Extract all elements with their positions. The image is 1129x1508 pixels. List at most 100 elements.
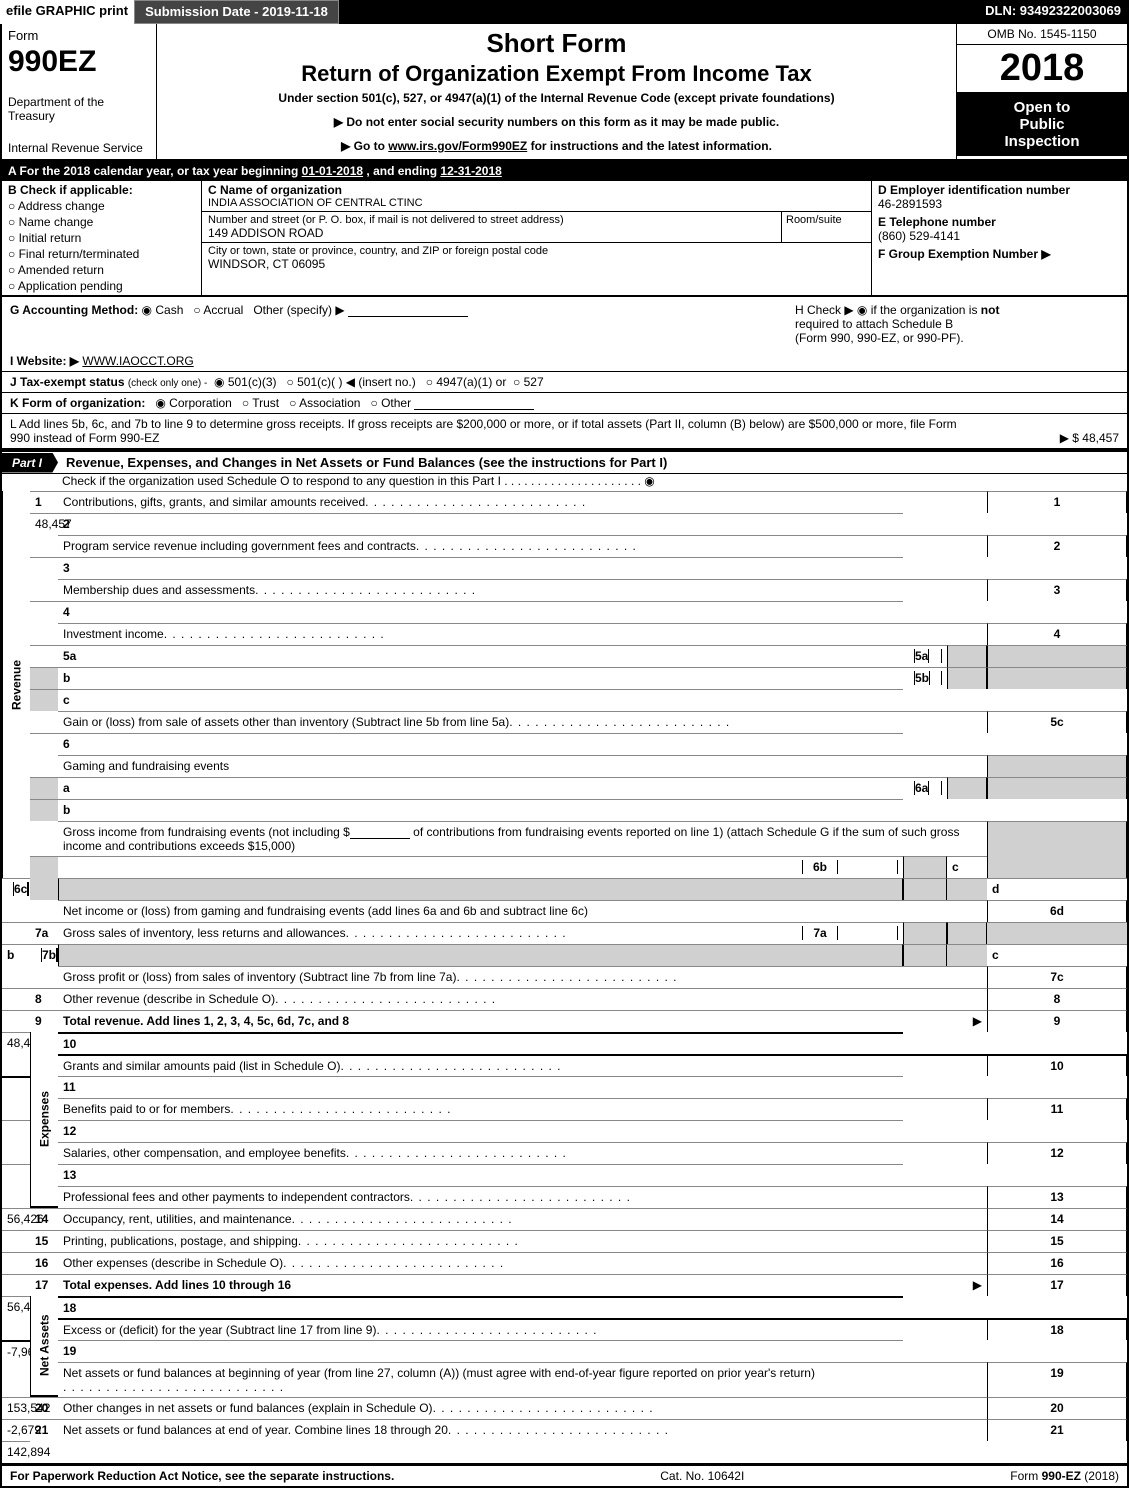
org-name-block: C Name of organization INDIA ASSOCIATION… xyxy=(202,181,871,212)
l-text: L Add lines 5b, 6c, and 7b to line 9 to … xyxy=(10,417,970,445)
desc-9: Total revenue. Add lines 1, 2, 3, 4, 5c,… xyxy=(58,1010,987,1032)
desc-6d: Net income or (loss) from gaming and fun… xyxy=(58,900,987,922)
j-501c3[interactable]: 501(c)(3) xyxy=(214,375,277,389)
top-bar: efile GRAPHIC print Submission Date - 20… xyxy=(0,0,1129,24)
desc-13: Professional fees and other payments to … xyxy=(58,1186,987,1208)
num-8: 8 xyxy=(987,988,1127,1010)
h-block: H Check ▶ ◉ if the organization is not r… xyxy=(787,297,1127,351)
desc-6b-2: 6b xyxy=(58,856,903,878)
opt-name-change[interactable]: Name change xyxy=(8,215,195,229)
ln-14: 14 xyxy=(30,1208,58,1230)
num-15: 15 xyxy=(987,1230,1127,1252)
ln-3: 3 xyxy=(58,557,903,579)
h-txt3: (Form 990, 990-EZ, or 990-PF). xyxy=(795,331,1119,345)
org-addr-block: Number and street (or P. O. box, if mail… xyxy=(202,212,871,243)
part1-header: Part I Revenue, Expenses, and Changes in… xyxy=(0,450,1129,474)
website-val[interactable]: WWW.IAOCCT.ORG xyxy=(82,354,193,368)
h-txt2: required to attach Schedule B xyxy=(795,317,1119,331)
desc-6c: Less: direct expenses from gaming and fu… xyxy=(2,878,30,900)
footer: For Paperwork Reduction Act Notice, see … xyxy=(0,1465,1129,1488)
num-1: 1 xyxy=(987,491,1127,513)
header-left: Form 990EZ Department of the Treasury In… xyxy=(2,24,157,159)
k-assoc[interactable]: Association xyxy=(289,396,360,410)
return-subtitle: Under section 501(c), 527, or 4947(a)(1)… xyxy=(163,91,950,105)
opt-amended-return[interactable]: Amended return xyxy=(8,263,195,277)
g-other[interactable]: Other (specify) ▶ xyxy=(253,303,344,317)
opt-address-change[interactable]: Address change xyxy=(8,199,195,213)
desc-14: Occupancy, rent, utilities, and maintena… xyxy=(58,1208,987,1230)
ln-7c: c xyxy=(987,944,1127,966)
opt-application-pending[interactable]: Application pending xyxy=(8,279,195,293)
num-11: 11 xyxy=(987,1098,1127,1120)
num-2: 2 xyxy=(987,535,1127,557)
j-lbl: J Tax-exempt status xyxy=(10,375,125,389)
num-10: 10 xyxy=(987,1054,1127,1076)
efile-label: efile GRAPHIC print xyxy=(0,0,134,24)
opt-initial-return[interactable]: Initial return xyxy=(8,231,195,245)
period-row: A For the 2018 calendar year, or tax yea… xyxy=(0,161,1129,181)
desc-7a: Gross sales of inventory, less returns a… xyxy=(58,922,903,944)
footer-cat: Cat. No. 10642I xyxy=(394,1469,1010,1483)
gh-row: G Accounting Method: Cash Accrual Other … xyxy=(0,297,1129,351)
desc-3: Membership dues and assessments xyxy=(58,579,987,601)
ln-6d: d xyxy=(987,878,1127,900)
k-trust[interactable]: Trust xyxy=(242,396,279,410)
k-corp[interactable]: Corporation xyxy=(155,396,232,410)
box-c: C Name of organization INDIA ASSOCIATION… xyxy=(202,181,872,295)
amt-20: -2,679 xyxy=(2,1419,30,1441)
l-total: ▶ $ 48,457 xyxy=(1060,431,1119,445)
part1-tag: Part I xyxy=(2,453,58,473)
j-527[interactable]: 527 xyxy=(513,375,544,389)
g-block: G Accounting Method: Cash Accrual Other … xyxy=(2,297,787,351)
tel-lbl: E Telephone number xyxy=(878,215,1121,229)
k-other-blank[interactable] xyxy=(414,398,534,410)
ln-8: 8 xyxy=(30,988,58,1010)
desc-20: Other changes in net assets or fund bala… xyxy=(58,1397,987,1419)
bcd-row: B Check if applicable: Address change Na… xyxy=(0,181,1129,297)
ln-10: 10 xyxy=(58,1032,903,1054)
side-expenses: Expenses xyxy=(30,1032,58,1208)
ln-20: 20 xyxy=(30,1397,58,1419)
amt-18: -7,969 xyxy=(2,1340,30,1362)
opt-final-return[interactable]: Final return/terminated xyxy=(8,247,195,261)
ln-12: 12 xyxy=(58,1120,903,1142)
row-l: L Add lines 5b, 6c, and 7b to line 9 to … xyxy=(0,413,1129,450)
num-9: 9 xyxy=(987,1010,1127,1032)
num-16: 16 xyxy=(987,1252,1127,1274)
j-4947[interactable]: 4947(a)(1) or xyxy=(426,375,507,389)
ln-6: 6 xyxy=(58,733,903,755)
g-accrual[interactable]: Accrual xyxy=(193,303,243,317)
g-cash[interactable]: Cash xyxy=(142,303,184,317)
side-net-assets: Net Assets xyxy=(30,1296,58,1397)
row-i: I Website: ▶ WWW.IAOCCT.ORG xyxy=(0,351,1129,371)
goto-post: for instructions and the latest informat… xyxy=(527,139,772,153)
amt-12 xyxy=(2,1164,30,1186)
amt-1: 48,457 xyxy=(30,513,58,535)
desc-2: Program service revenue including govern… xyxy=(58,535,987,557)
addr-val: 149 ADDISON ROAD xyxy=(208,226,775,240)
amt-19: 153,542 xyxy=(2,1397,30,1419)
j-note: (check only one) - xyxy=(128,378,207,389)
num-19: 19 xyxy=(987,1362,1127,1397)
omb-number: OMB No. 1545-1150 xyxy=(957,24,1127,45)
desc-5b: Less: cost or other basis and sales expe… xyxy=(903,667,947,689)
ln-6a: a xyxy=(58,777,903,799)
form-number: 990EZ xyxy=(8,47,150,77)
num-3: 3 xyxy=(987,579,1127,601)
goto-link[interactable]: www.irs.gov/Form990EZ xyxy=(388,139,527,153)
form-header: Form 990EZ Department of the Treasury In… xyxy=(0,24,1129,161)
j-501c[interactable]: 501(c)( ) ◀ (insert no.) xyxy=(287,375,416,389)
row-k: K Form of organization: Corporation Trus… xyxy=(0,392,1129,413)
k-other[interactable]: Other xyxy=(370,396,411,410)
num-21: 21 xyxy=(987,1419,1127,1441)
org-name-lbl: C Name of organization xyxy=(208,183,865,197)
desc-1: Contributions, gifts, grants, and simila… xyxy=(58,491,987,513)
num-12: 12 xyxy=(987,1142,1127,1164)
desc-6b-1: Gross income from fundraising events (no… xyxy=(58,821,987,856)
ln-18: 18 xyxy=(58,1296,903,1318)
amt-16 xyxy=(2,1274,30,1296)
amt-21: 142,894 xyxy=(2,1441,30,1463)
side-revenue: Revenue xyxy=(2,491,30,878)
g-other-blank[interactable] xyxy=(348,305,468,317)
footer-right: Form 990-EZ (2018) xyxy=(1010,1469,1119,1483)
